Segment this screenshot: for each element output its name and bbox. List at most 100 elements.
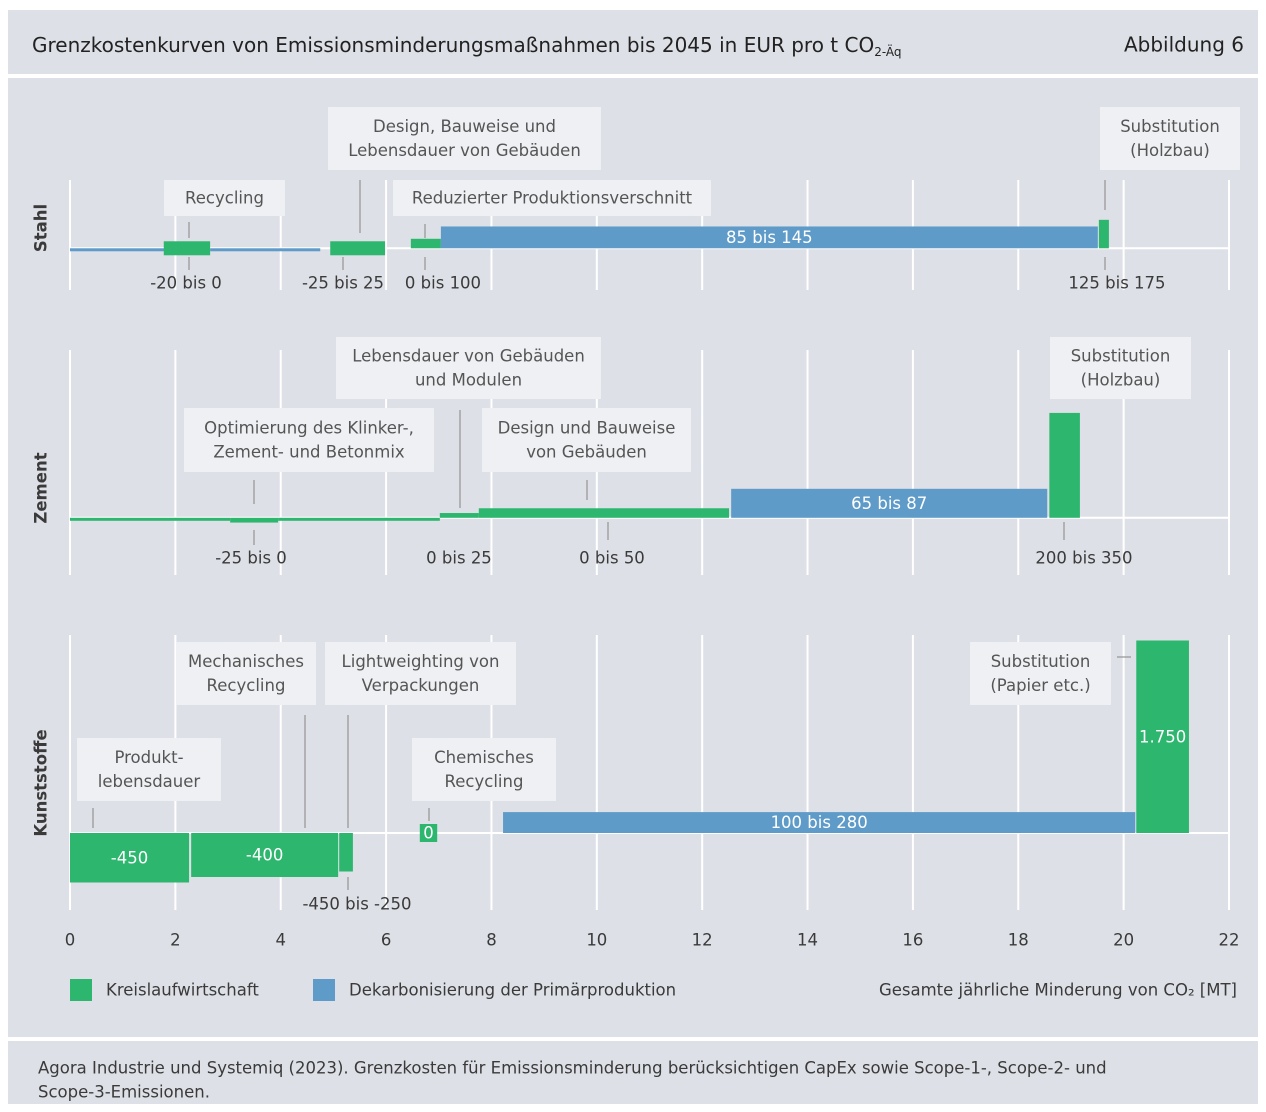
annotation: Lightweighting von Verpackungen bbox=[325, 642, 516, 705]
range-label: -450 bis -250 bbox=[302, 895, 411, 914]
annotation-text: Lebensdauer von Gebäuden bbox=[348, 141, 581, 160]
source-line: Scope-3-Emissionen. bbox=[38, 1083, 210, 1102]
panel-label: Stahl bbox=[32, 204, 51, 252]
bar-label: 0 bbox=[423, 824, 434, 843]
legend-swatch bbox=[313, 979, 335, 1001]
annotation-text: Optimierung des Klinker-, bbox=[204, 419, 414, 438]
bar bbox=[1049, 412, 1080, 518]
range-label: 0 bis 25 bbox=[426, 549, 492, 568]
annotation-text: Substitution bbox=[991, 652, 1091, 671]
bar bbox=[1098, 219, 1109, 249]
bar bbox=[191, 833, 339, 877]
x-tick-label: 16 bbox=[902, 931, 923, 950]
title-main: Grenzkostenkurven von Emissionsminderung… bbox=[32, 33, 874, 57]
bar bbox=[70, 248, 165, 252]
annotation-box bbox=[1050, 337, 1191, 399]
annotation-text: Substitution bbox=[1071, 347, 1171, 366]
annotation-text: Mechanisches bbox=[188, 652, 304, 671]
legend-label: Dekarbonisierung der Primärproduktion bbox=[349, 981, 676, 1000]
annotation: Produkt-lebensdauer bbox=[77, 738, 221, 801]
bar bbox=[230, 517, 279, 523]
annotation: Reduzierter Produktionsverschnitt bbox=[393, 180, 711, 216]
annotation-text: (Papier etc.) bbox=[990, 676, 1090, 695]
annotation-text: und Modulen bbox=[415, 371, 522, 390]
bar-label: -450 bbox=[111, 848, 148, 867]
annotation: Substitution (Holzbau) bbox=[1050, 337, 1191, 399]
bar bbox=[70, 517, 231, 521]
annotation-text: Chemisches bbox=[434, 748, 534, 767]
annotation: Design, Bauweise und Lebensdauer von Gebä… bbox=[328, 107, 601, 170]
bar bbox=[478, 508, 730, 518]
panel-label: Zement bbox=[32, 452, 51, 523]
range-label: 0 bis 100 bbox=[405, 274, 481, 293]
annotation-box bbox=[176, 642, 316, 705]
annotation-box bbox=[1100, 107, 1240, 170]
range-label: 125 bis 175 bbox=[1068, 274, 1165, 293]
annotation-box bbox=[328, 107, 601, 170]
annotation-box bbox=[325, 642, 516, 705]
annotation-text: Produkt- bbox=[114, 748, 183, 767]
annotation-text: Recycling bbox=[445, 772, 524, 791]
chart-title: Grenzkostenkurven von Emissionsminderung… bbox=[32, 33, 902, 59]
annotation-box bbox=[77, 738, 221, 801]
bar bbox=[339, 833, 353, 872]
x-tick-label: 2 bbox=[170, 931, 181, 950]
annotation: Optimierung des Klinker-, Zement- und Bet… bbox=[184, 408, 434, 472]
x-tick-label: 18 bbox=[1008, 931, 1029, 950]
bar bbox=[330, 241, 386, 256]
bar bbox=[70, 833, 190, 883]
x-tick-label: 8 bbox=[486, 931, 497, 950]
figure-label: Abbildung 6 bbox=[1124, 33, 1244, 57]
x-tick-label: 4 bbox=[275, 931, 286, 950]
annotation-box bbox=[970, 642, 1111, 705]
annotation: Mechanisches Recycling bbox=[176, 642, 316, 705]
x-tick-label: 22 bbox=[1219, 931, 1240, 950]
annotation-text: (Holzbau) bbox=[1081, 371, 1161, 390]
annotation-text: Lightweighting von bbox=[342, 652, 500, 671]
x-tick-label: 10 bbox=[586, 931, 607, 950]
bar bbox=[503, 812, 1136, 833]
annotation: Design und Bauweise von Gebäuden bbox=[482, 408, 691, 472]
bar-label: 100 bis 280 bbox=[771, 813, 868, 832]
annotation: Chemisches Recycling bbox=[412, 738, 556, 801]
x-axis-label: Gesamte jährliche Minderung von CO₂ [MT] bbox=[879, 981, 1237, 1000]
bar bbox=[163, 241, 211, 256]
bar-label: 65 bis 87 bbox=[851, 494, 927, 513]
annotation-text: Recycling bbox=[185, 189, 264, 208]
annotation: Recycling bbox=[164, 180, 285, 216]
annotation-text: (Holzbau) bbox=[1130, 141, 1210, 160]
range-label: -25 bis 25 bbox=[302, 274, 384, 293]
annotation-box bbox=[184, 408, 434, 472]
annotation-box bbox=[336, 337, 601, 399]
legend-swatch bbox=[70, 979, 92, 1001]
legend-label: Kreislaufwirtschaft bbox=[106, 981, 259, 1000]
bar bbox=[1136, 640, 1189, 833]
annotation-text: Design und Bauweise bbox=[498, 419, 676, 438]
x-tick-label: 6 bbox=[381, 931, 392, 950]
annotation-text: von Gebäuden bbox=[526, 443, 647, 462]
annotation-text: Recycling bbox=[207, 676, 286, 695]
annotation: Substitution (Papier etc.) bbox=[970, 642, 1111, 705]
title-subscript: 2-Äq bbox=[874, 44, 901, 59]
bar-label: 1.750 bbox=[1139, 727, 1186, 746]
bar bbox=[278, 517, 440, 521]
panel-label: Kunststoffe bbox=[32, 729, 51, 836]
range-label: 0 bis 50 bbox=[579, 549, 645, 568]
bar-label: -400 bbox=[246, 846, 283, 865]
x-tick-label: 20 bbox=[1113, 931, 1134, 950]
annotation-text: Verpackungen bbox=[362, 676, 480, 695]
annotation-box bbox=[393, 180, 711, 216]
bar bbox=[410, 238, 441, 249]
header-divider bbox=[8, 74, 1258, 78]
annotation-text: lebensdauer bbox=[98, 772, 201, 791]
footer-divider bbox=[8, 1037, 1258, 1041]
range-label: 200 bis 350 bbox=[1035, 549, 1132, 568]
bar bbox=[440, 226, 1098, 249]
bar bbox=[210, 248, 321, 252]
annotation-box bbox=[482, 408, 691, 472]
bar bbox=[439, 513, 479, 518]
bar bbox=[419, 824, 438, 842]
range-label: -20 bis 0 bbox=[150, 274, 222, 293]
x-tick-label: 12 bbox=[692, 931, 713, 950]
annotation-text: Substitution bbox=[1120, 117, 1220, 136]
